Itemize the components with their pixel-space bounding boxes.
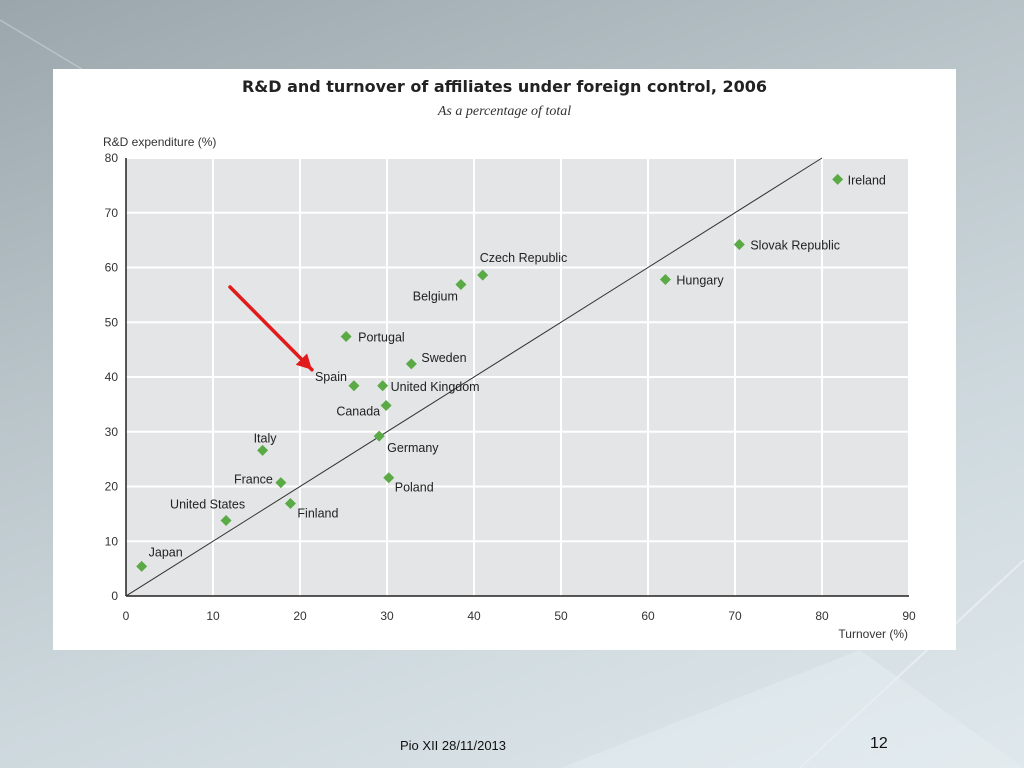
- x-tick-label: 60: [641, 609, 655, 623]
- slide-number: 12: [870, 735, 888, 752]
- data-label: Japan: [149, 545, 183, 559]
- chart-subtitle: As a percentage of total: [437, 104, 572, 119]
- data-label: Hungary: [676, 274, 724, 288]
- data-label: Slovak Republic: [750, 239, 840, 253]
- chart-title: R&D and turnover of affiliates under for…: [241, 77, 768, 96]
- data-point: [275, 477, 287, 489]
- data-label: Spain: [315, 370, 347, 384]
- reference-line: [125, 157, 823, 597]
- y-tick-label: 30: [105, 425, 119, 439]
- data-label: Sweden: [421, 351, 466, 365]
- data-label: Poland: [395, 481, 434, 495]
- data-point: [373, 430, 385, 442]
- x-axis-label: Turnover (%): [838, 627, 908, 641]
- data-label: France: [234, 473, 273, 487]
- x-tick-label: 50: [554, 609, 568, 623]
- data-point: [383, 472, 395, 484]
- data-point: [257, 444, 269, 456]
- data-point: [405, 358, 417, 370]
- y-tick-label: 20: [105, 480, 119, 494]
- data-label: United Kingdom: [391, 380, 480, 394]
- data-label: Germany: [387, 441, 439, 455]
- x-tick-label: 80: [815, 609, 829, 623]
- slide-footer: Pio XII 28/11/2013: [400, 738, 507, 753]
- data-label: Portugal: [358, 330, 405, 344]
- data-label: Canada: [336, 404, 380, 418]
- data-label: United States: [170, 497, 245, 511]
- x-tick-label: 30: [380, 609, 394, 623]
- data-label: Czech Republic: [480, 251, 568, 265]
- data-point: [659, 274, 671, 286]
- annotation-arrowhead: [295, 353, 312, 370]
- y-tick-label: 50: [105, 315, 119, 329]
- scatter-chart: 0 10 20 30 40 50 60 70 80 90 0 10 20 30 40 50 60 70 80 R&D …: [103, 135, 916, 641]
- data-point: [340, 330, 352, 342]
- data-point: [220, 514, 232, 526]
- x-tick-label: 20: [293, 609, 307, 623]
- x-tick-label: 90: [902, 609, 916, 623]
- data-label: Finland: [297, 506, 338, 520]
- data-point: [455, 278, 467, 290]
- data-point: [348, 380, 360, 392]
- data-point: [832, 173, 844, 185]
- chart-panel: R&D and turnover of affiliates under for…: [53, 69, 956, 650]
- x-tick-label: 70: [728, 609, 742, 623]
- y-tick-label: 10: [105, 534, 119, 548]
- y-axis-label: R&D expenditure (%): [103, 135, 216, 149]
- data-point: [380, 399, 392, 411]
- data-point: [477, 269, 489, 281]
- y-tick-label: 40: [105, 370, 119, 384]
- data-point: [284, 497, 296, 509]
- data-point: [377, 380, 389, 392]
- x-tick-label: 10: [206, 609, 220, 623]
- y-tick-label: 0: [111, 589, 118, 603]
- y-tick-label: 60: [105, 261, 119, 275]
- data-point: [136, 560, 148, 572]
- data-label: Ireland: [848, 173, 886, 187]
- y-tick-label: 70: [105, 206, 119, 220]
- x-tick-label: 40: [467, 609, 481, 623]
- data-label: Italy: [254, 431, 278, 445]
- x-tick-label: 0: [123, 609, 130, 623]
- annotation-arrow: [228, 285, 314, 372]
- y-tick-label: 80: [105, 151, 119, 165]
- data-point: [733, 239, 745, 251]
- data-label: Belgium: [413, 289, 458, 303]
